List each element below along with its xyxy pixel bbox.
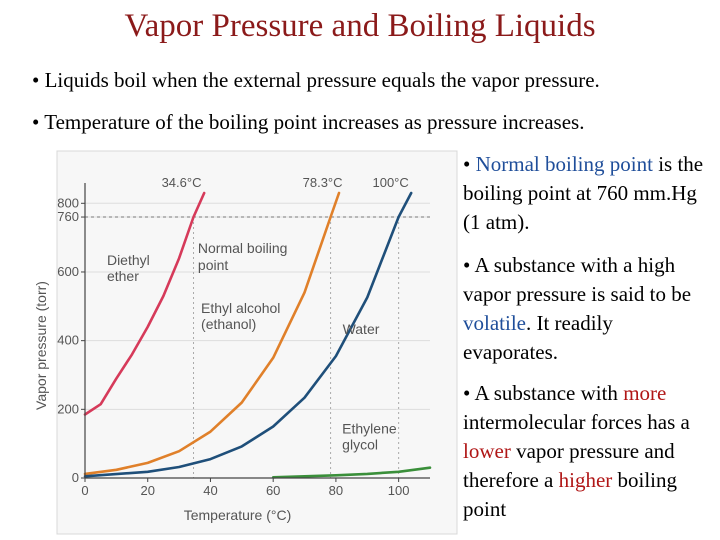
term-normal-boiling-point: Normal boiling point bbox=[475, 152, 653, 176]
note1-bullet: • bbox=[463, 152, 476, 176]
bullet-boiling-condition: • Liquids boil when the external pressur… bbox=[32, 68, 600, 92]
normal-bp-label-line-0: Normal boiling bbox=[198, 240, 287, 256]
note3-mid2: vapor pressure and therefore a bbox=[463, 439, 675, 492]
word-more: more bbox=[623, 381, 667, 405]
word-lower: lower bbox=[463, 439, 511, 463]
note3-mid1: intermolecular forces has a bbox=[463, 410, 690, 434]
note3-pre: • A substance with bbox=[463, 381, 624, 405]
series-label-3-line-1: glycol bbox=[342, 436, 378, 452]
note-volatile: • A substance with a high vapor pressure… bbox=[463, 251, 708, 367]
x-tick-label-0: 0 bbox=[81, 483, 88, 498]
series-label-0-line-0: Diethyl bbox=[107, 252, 150, 268]
plot-panel bbox=[56, 150, 458, 535]
note2-pre: • A substance with a high vapor pressure… bbox=[463, 253, 692, 306]
series-label-0-line-1: ether bbox=[107, 268, 139, 284]
note-normal-boiling-point: • Normal boiling point is the boiling po… bbox=[463, 150, 708, 237]
series-label-2-line-0: Water bbox=[343, 321, 380, 337]
x-tick-label-3: 60 bbox=[266, 483, 280, 498]
bullet-pressure-temperature: • Temperature of the boiling point incre… bbox=[32, 110, 585, 134]
y-tick-label-4: 760 bbox=[57, 209, 79, 224]
series-line-1 bbox=[83, 191, 341, 476]
vapor-pressure-chart: 0 20 40 60 80 100 0 200 400 600 760 800 Temperature … bbox=[30, 148, 458, 536]
series-line-3 bbox=[271, 466, 432, 479]
y-tick-label-5: 800 bbox=[57, 195, 79, 210]
note-intermolecular-forces: • A substance with more intermolecular f… bbox=[463, 379, 708, 524]
y-tick-label-1: 200 bbox=[57, 401, 79, 416]
note3-post: boiling point bbox=[463, 468, 678, 521]
normal-bp-label-line-1: point bbox=[198, 257, 228, 273]
word-higher: higher bbox=[558, 468, 613, 492]
x-tick-label-2: 40 bbox=[203, 483, 217, 498]
slide-title: Vapor Pressure and Boiling Liquids bbox=[124, 8, 596, 44]
x-tick-label-5: 100 bbox=[388, 483, 410, 498]
bp-label-1: 78.3°C bbox=[303, 175, 343, 190]
y-tick-label-2: 400 bbox=[57, 333, 79, 348]
y-tick-label-3: 600 bbox=[57, 264, 79, 279]
y-tick-label-0: 0 bbox=[72, 470, 79, 485]
series-label-1-line-0: Ethyl alcohol bbox=[201, 300, 280, 316]
y-axis-title: Vapor pressure (torr) bbox=[33, 281, 49, 410]
x-tick-label-1: 20 bbox=[140, 483, 154, 498]
series-line-0 bbox=[83, 191, 206, 416]
term-volatile: volatile bbox=[463, 311, 526, 335]
x-tick-label-4: 80 bbox=[329, 483, 343, 498]
note1-rest: is the boiling point at 760 mm.Hg (1 atm… bbox=[463, 152, 704, 234]
note2-post: . It readily evaporates. bbox=[463, 311, 613, 364]
bp-label-0: 34.6°C bbox=[162, 175, 202, 190]
series-label-3-line-0: Ethylene bbox=[342, 420, 397, 436]
series-label-1-line-1: (ethanol) bbox=[201, 316, 256, 332]
series-line-2 bbox=[83, 191, 413, 478]
x-axis-title: Temperature (°C) bbox=[184, 507, 292, 523]
bp-label-2: 100°C bbox=[372, 175, 408, 190]
